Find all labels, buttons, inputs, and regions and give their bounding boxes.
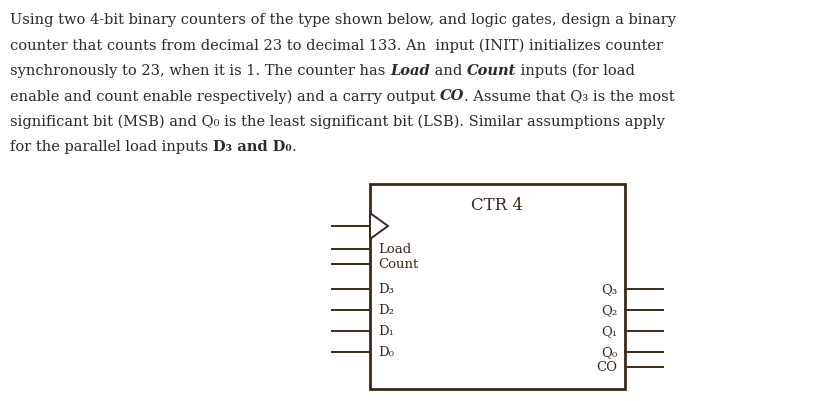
Text: enable and count enable respectively) and a carry output: enable and count enable respectively) an…: [10, 89, 440, 103]
Text: Q₂: Q₂: [601, 304, 617, 317]
Text: synchronously to 23, when it is 1. The counter has: synchronously to 23, when it is 1. The c…: [10, 64, 390, 78]
Text: Count: Count: [378, 258, 418, 271]
Text: inputs (for load: inputs (for load: [516, 64, 635, 78]
Text: D₃: D₃: [378, 283, 394, 296]
Text: Load: Load: [390, 64, 430, 78]
Text: counter that counts from decimal 23 to decimal 133. An  input (INIT) initializes: counter that counts from decimal 23 to d…: [10, 38, 663, 53]
Text: .: .: [292, 140, 296, 154]
Text: Load: Load: [378, 243, 411, 256]
Text: D₃ and D₀: D₃ and D₀: [213, 140, 292, 154]
Text: CO: CO: [440, 89, 464, 103]
Text: Count: Count: [467, 64, 516, 78]
Text: Q₀: Q₀: [601, 346, 617, 358]
Text: Q₃: Q₃: [601, 283, 617, 296]
Text: significant bit (MSB) and Q₀ is the least significant bit (LSB). Similar assumpt: significant bit (MSB) and Q₀ is the leas…: [10, 115, 665, 129]
Text: D₂: D₂: [378, 304, 394, 317]
Text: and: and: [430, 64, 467, 78]
Polygon shape: [370, 213, 388, 239]
Text: . Assume that Q₃ is the most: . Assume that Q₃ is the most: [464, 89, 675, 103]
Text: CO: CO: [596, 360, 617, 374]
Text: Using two 4-bit binary counters of the type shown below, and logic gates, design: Using two 4-bit binary counters of the t…: [10, 13, 676, 27]
Text: for the parallel load inputs: for the parallel load inputs: [10, 140, 213, 154]
Text: CTR 4: CTR 4: [472, 196, 524, 213]
Bar: [370, 184, 625, 389]
Text: Q₁: Q₁: [601, 325, 617, 338]
Text: D₀: D₀: [378, 346, 394, 358]
Text: D₁: D₁: [378, 325, 394, 338]
